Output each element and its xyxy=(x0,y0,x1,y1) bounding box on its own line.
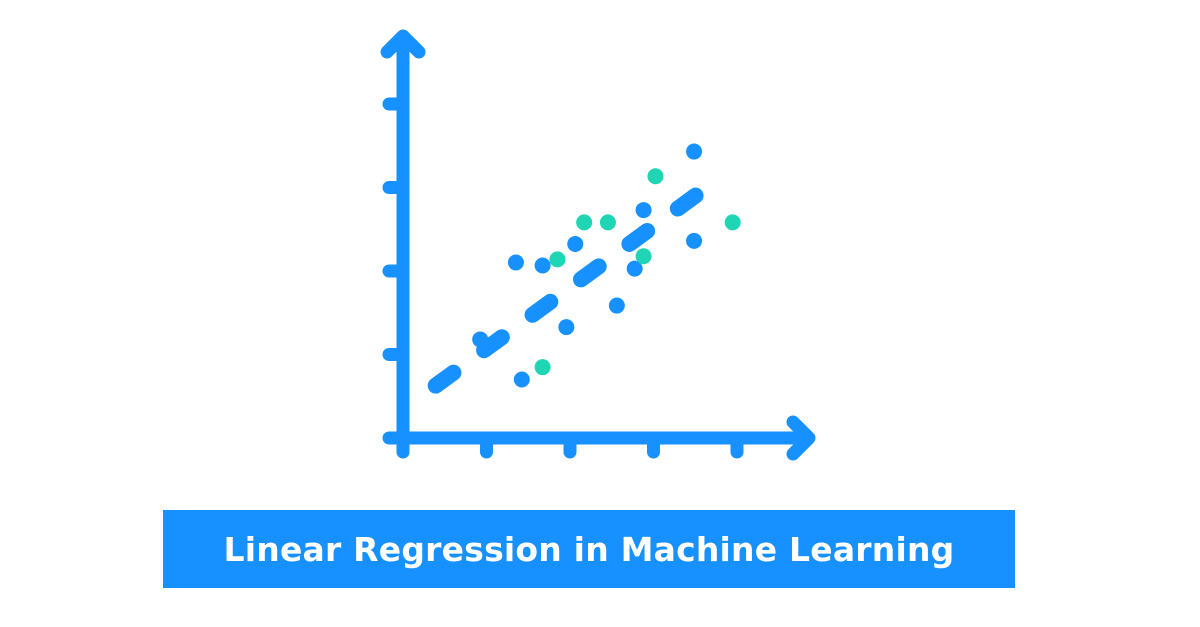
data-point-blue xyxy=(686,143,703,160)
data-point-blue xyxy=(507,254,524,271)
data-point-blue xyxy=(686,232,703,249)
data-point-blue xyxy=(567,235,584,252)
title-banner: Linear Regression in Machine Learning xyxy=(163,510,1015,588)
data-point-teal xyxy=(635,248,652,265)
data-point-blue xyxy=(558,319,575,336)
axes xyxy=(380,29,816,461)
data-point-teal xyxy=(576,214,593,231)
data-point-blue xyxy=(626,260,643,277)
data-point-teal xyxy=(647,168,664,185)
data-point-teal xyxy=(549,251,566,268)
data-point-teal xyxy=(534,359,551,376)
regression-illustration xyxy=(380,29,816,461)
data-point-blue xyxy=(608,297,625,314)
data-point-blue xyxy=(534,257,551,274)
x-axis-arrow-icon xyxy=(786,415,816,461)
data-point-teal xyxy=(599,214,616,231)
data-point-blue xyxy=(513,371,530,388)
data-point-teal xyxy=(724,214,741,231)
data-points xyxy=(472,143,741,388)
regression-trend-line xyxy=(427,171,726,394)
trend-line-group xyxy=(427,171,726,394)
y-axis-arrow-icon xyxy=(380,29,426,59)
data-point-blue xyxy=(635,202,652,219)
title-text: Linear Regression in Machine Learning xyxy=(223,529,955,569)
data-point-blue xyxy=(472,331,489,348)
